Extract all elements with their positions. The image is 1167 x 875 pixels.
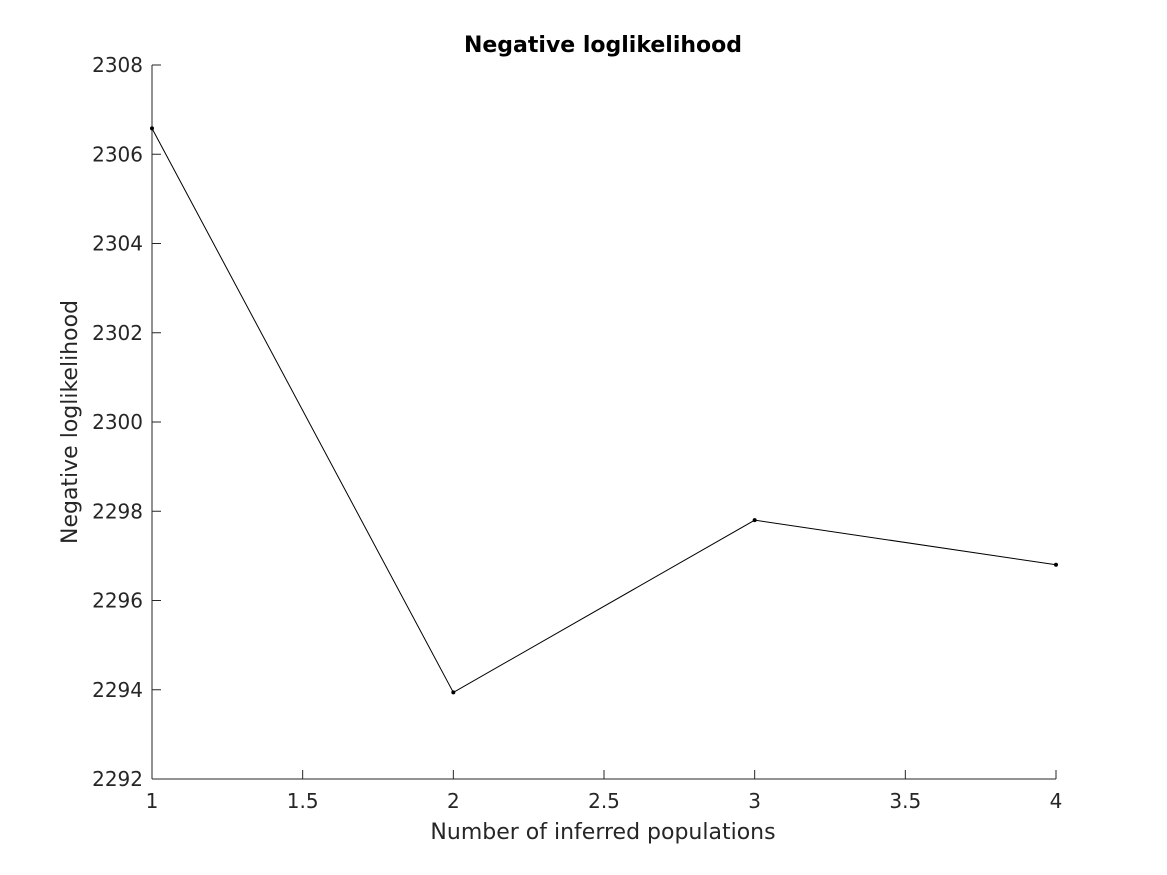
series-line: [151, 128, 1057, 694]
x-axis-title: Number of inferred populations: [430, 820, 775, 845]
y-tick-label: 2298: [92, 499, 143, 523]
chart-title: Negative loglikelihood: [464, 33, 742, 58]
plot-area: [150, 126, 1058, 695]
data-point: [1054, 562, 1058, 567]
y-tick-label: 2300: [92, 410, 143, 434]
y-tick-label: 2304: [92, 232, 143, 256]
axes: 2292 2294 2296 2298 2300 2302 2304 2306 2308 1 1.5…: [92, 53, 1062, 813]
y-tick-label: 2302: [92, 321, 143, 345]
x-tick-label: 1.5: [287, 789, 319, 813]
x-tick-label: 1: [146, 789, 159, 813]
x-tick-label: 3: [748, 789, 761, 813]
y-tick-label: 2296: [92, 589, 143, 613]
y-tick-label: 2306: [92, 142, 143, 166]
y-tick-label: 2294: [92, 678, 143, 702]
y-tick-label: 2308: [92, 53, 143, 77]
x-tick-label: 3.5: [889, 789, 921, 813]
y-axis-title: Negative loglikelihood: [58, 300, 83, 544]
data-point: [752, 518, 757, 523]
data-point: [451, 690, 456, 695]
y-tick-label: 2292: [92, 767, 143, 791]
data-point: [150, 126, 154, 131]
x-tick-label: 2.5: [588, 789, 620, 813]
x-tick-label: 2: [447, 789, 460, 813]
x-tick-label: 4: [1050, 789, 1063, 813]
